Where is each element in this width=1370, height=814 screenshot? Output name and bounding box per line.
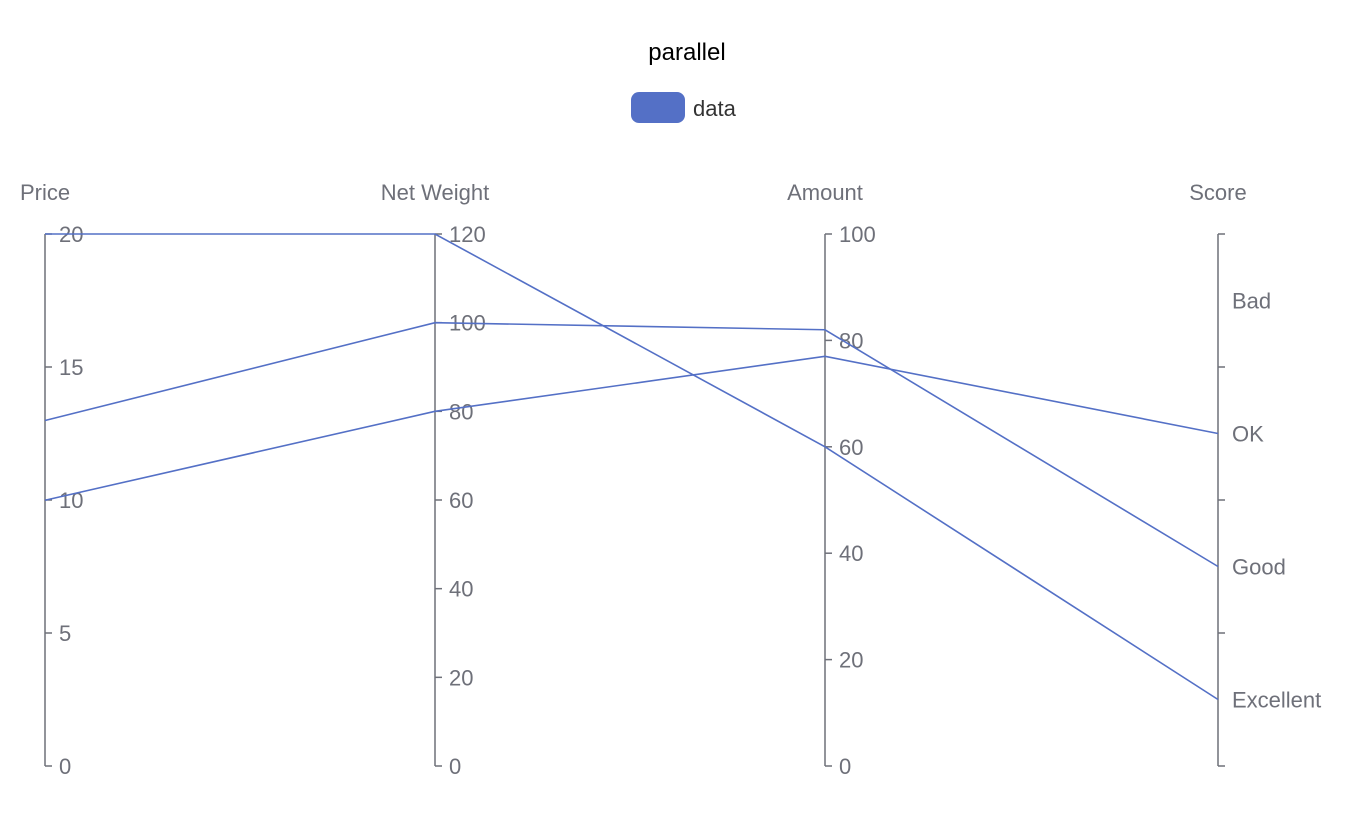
chart-title: parallel bbox=[648, 39, 725, 66]
legend-label-data[interactable]: data bbox=[693, 96, 737, 121]
tick-label-score-ok: OK bbox=[1232, 422, 1264, 447]
tick-label-net-weight-40: 40 bbox=[449, 577, 473, 602]
series-line-data-3 bbox=[45, 233, 1219, 701]
tick-label-amount-100: 100 bbox=[839, 222, 876, 247]
tick-label-price-5: 5 bbox=[59, 621, 71, 646]
axis-name-amount: Amount bbox=[787, 180, 863, 205]
tick-label-amount-40: 40 bbox=[839, 541, 863, 566]
tick-label-score-bad: Bad bbox=[1232, 289, 1271, 314]
legend-swatch-data[interactable] bbox=[631, 92, 685, 123]
tick-label-amount-20: 20 bbox=[839, 648, 863, 673]
axis-name-score: Score bbox=[1189, 180, 1246, 205]
tick-label-score-excellent: Excellent bbox=[1232, 688, 1321, 713]
tick-label-price-0: 0 bbox=[59, 754, 71, 779]
axis-name-net-weight: Net Weight bbox=[381, 180, 489, 205]
tick-label-net-weight-20: 20 bbox=[449, 665, 473, 690]
tick-label-net-weight-120: 120 bbox=[449, 222, 486, 247]
tick-label-net-weight-0: 0 bbox=[449, 754, 461, 779]
axis-name-price: Price bbox=[20, 180, 70, 205]
legend[interactable]: data bbox=[631, 92, 737, 123]
series-line-data-1 bbox=[44, 321, 1219, 568]
tick-label-net-weight-60: 60 bbox=[449, 488, 473, 513]
tick-label-price-15: 15 bbox=[59, 355, 83, 380]
tick-label-amount-0: 0 bbox=[839, 754, 851, 779]
axis-score: Score Excellent Good OK Bad bbox=[1189, 180, 1321, 767]
tick-label-amount-60: 60 bbox=[839, 435, 863, 460]
series-line-data-2 bbox=[44, 355, 1219, 502]
series-lines bbox=[44, 233, 1219, 701]
tick-label-score-good: Good bbox=[1232, 555, 1286, 580]
tick-label-net-weight-80: 80 bbox=[449, 399, 473, 424]
